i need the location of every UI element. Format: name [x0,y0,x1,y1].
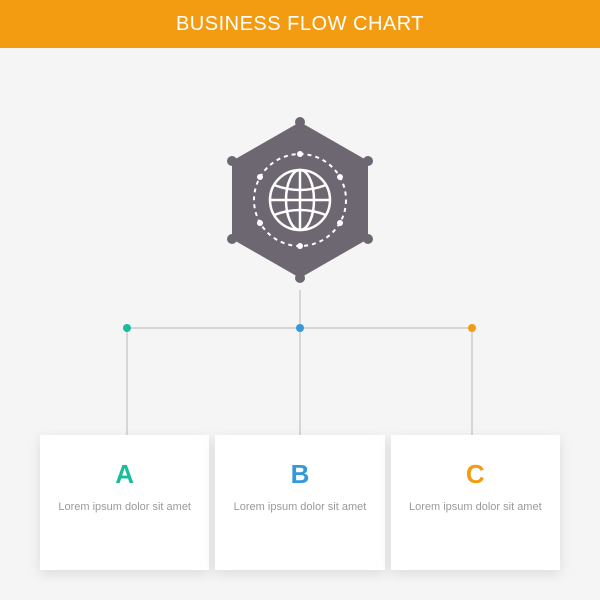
column-body: Lorem ipsum dolor sit amet [56,500,193,516]
connector-lines [0,290,600,450]
column-body: Lorem ipsum dolor sit amet [231,500,368,516]
column-letter: B [231,459,368,490]
column-c: C Lorem ipsum dolor sit amet [391,435,560,570]
columns-row: A Lorem ipsum dolor sit amet B Lorem ips… [40,435,560,570]
connector-dot [296,324,304,332]
column-body: Lorem ipsum dolor sit amet [407,500,544,516]
globe-network-icon [210,110,390,290]
column-b: B Lorem ipsum dolor sit amet [215,435,384,570]
column-a: A Lorem ipsum dolor sit amet [40,435,209,570]
connector-dot [468,324,476,332]
connector-dot [123,324,131,332]
main-icon-container [210,110,390,290]
column-letter: A [56,459,193,490]
header-banner: BUSINESS FLOW CHART [0,0,600,48]
column-letter: C [407,459,544,490]
